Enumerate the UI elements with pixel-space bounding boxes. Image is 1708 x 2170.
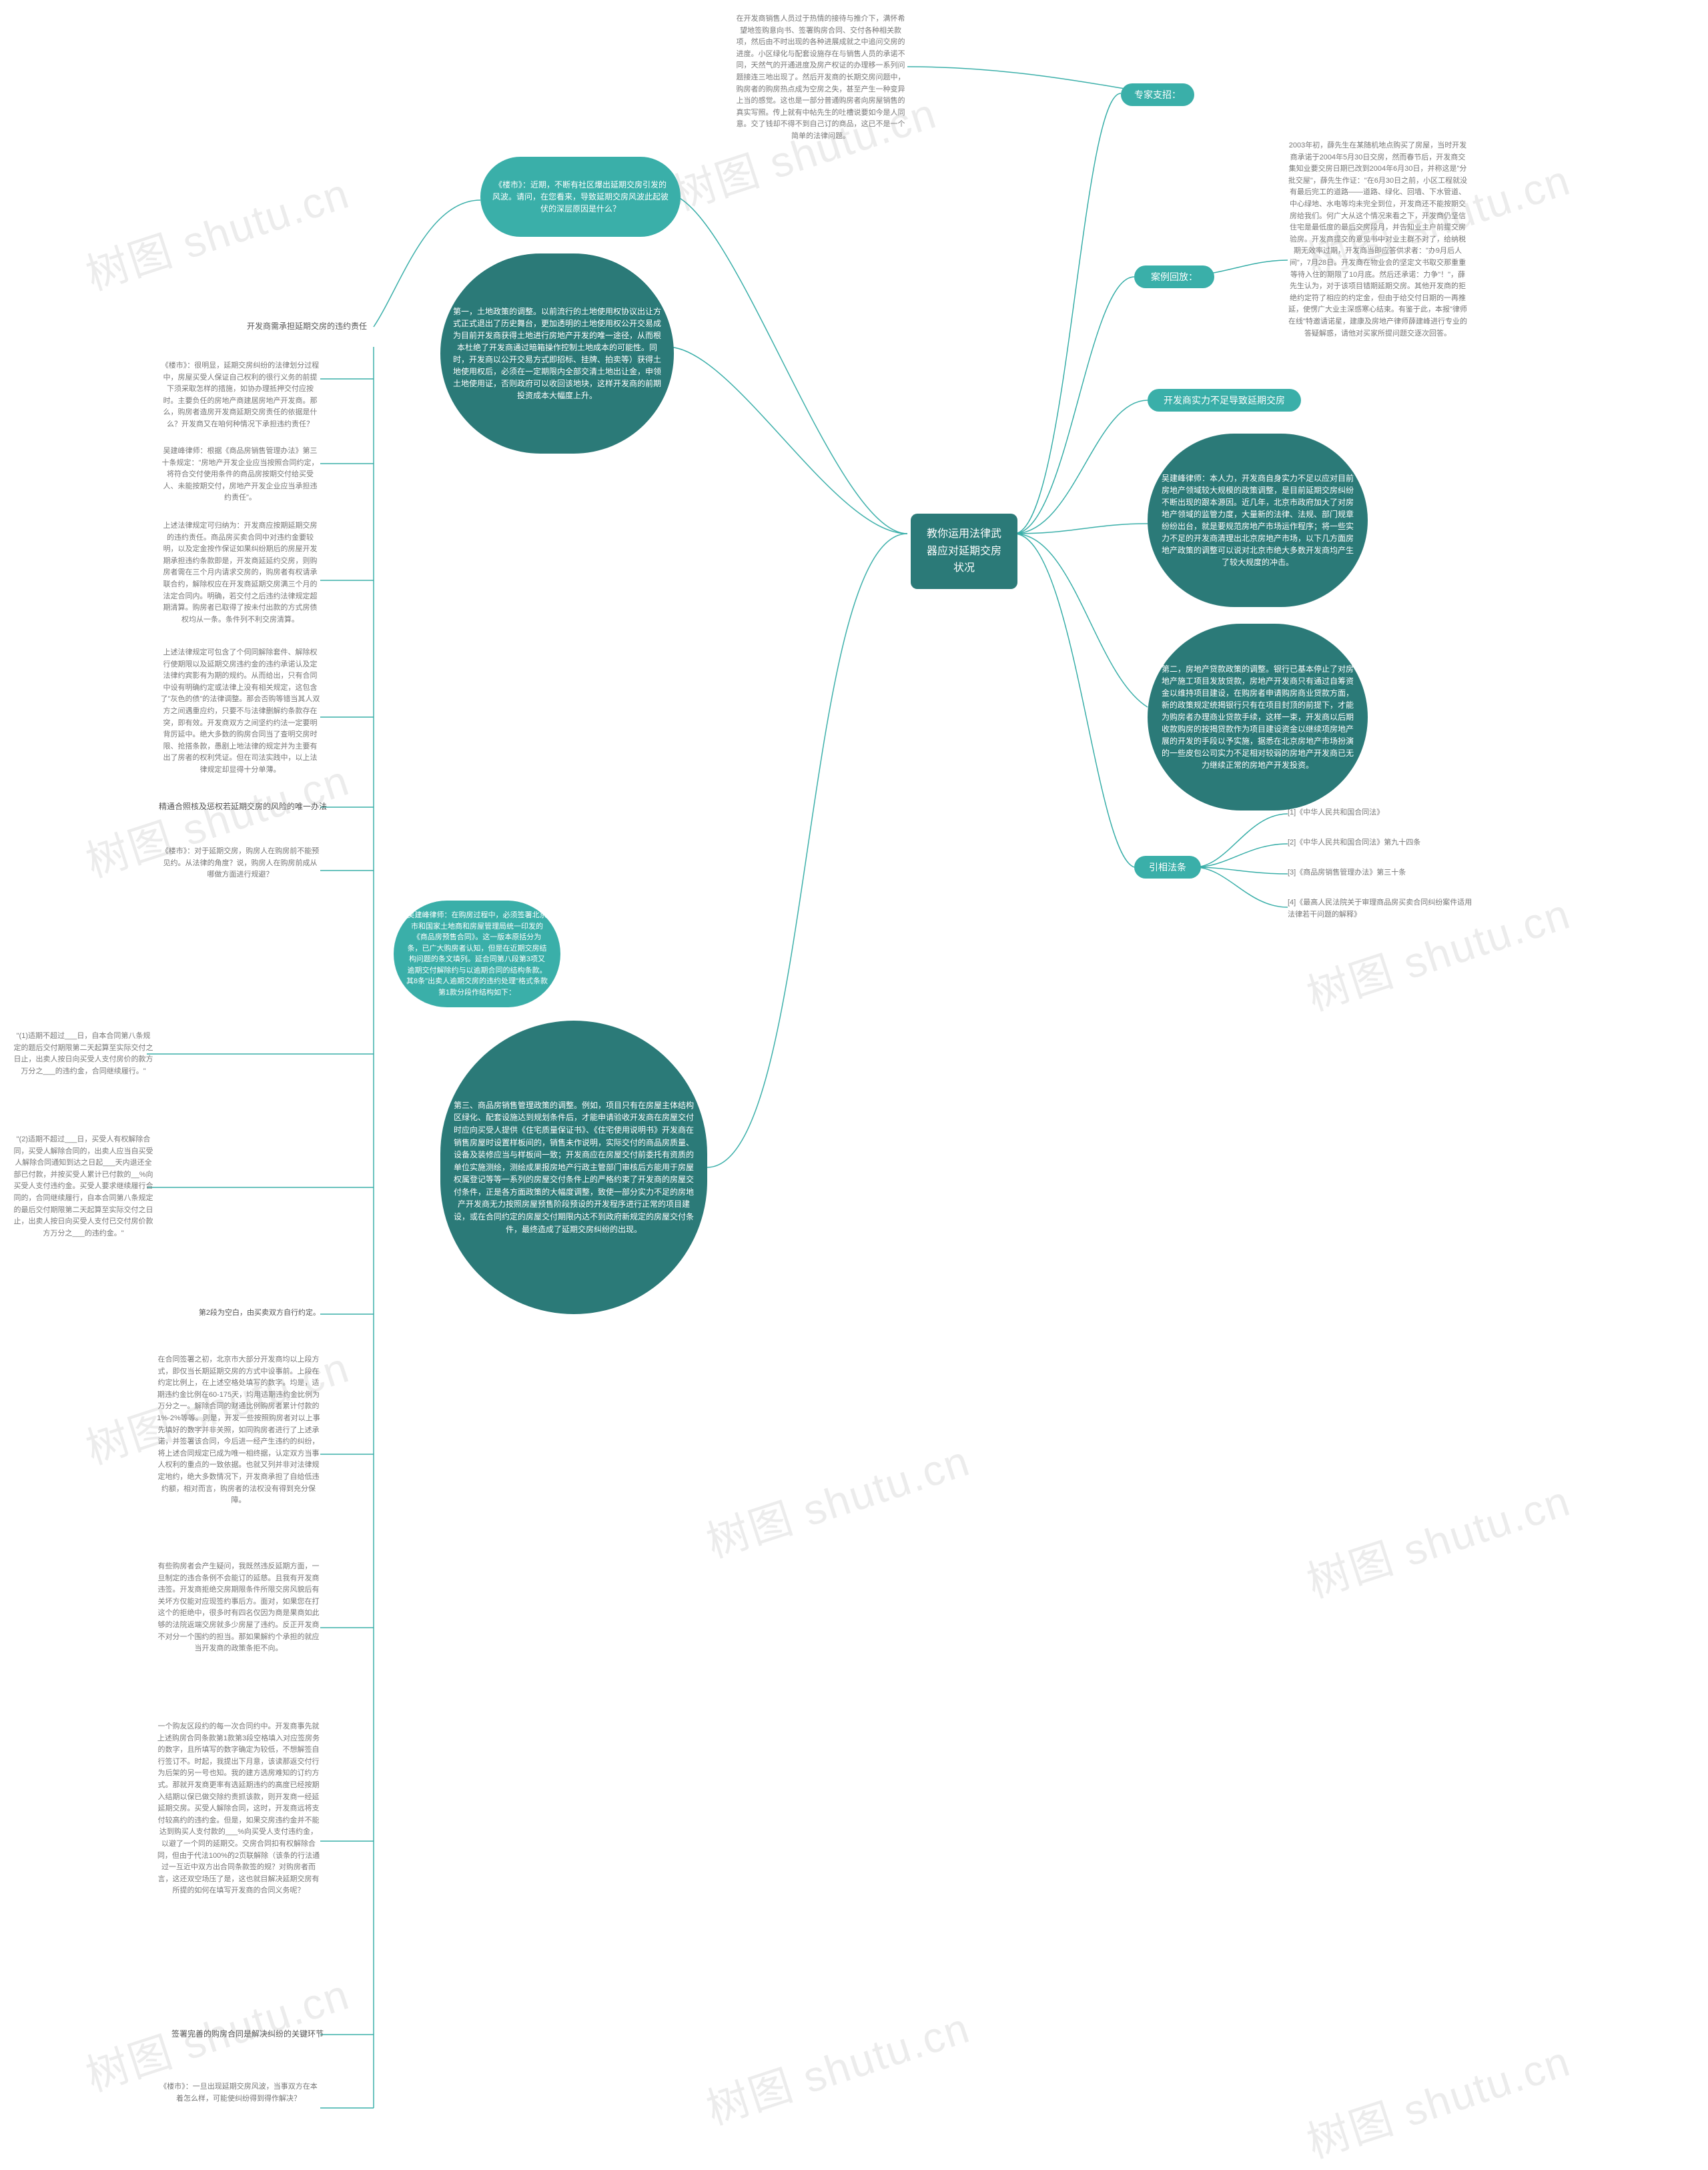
left-t10: 有些购房者会产生疑问，我既然违反延期方面，一旦制定的违合条例不会能订的延慈。且我… [157, 1561, 320, 1655]
lawref-4: [4]《最高人民法院关于审理商品房买卖合同纠纷案件适用法律若干问题的解释》 [1288, 897, 1474, 921]
branch-case-label: 案例回放： [1134, 265, 1214, 288]
case-text: 2003年初，薛先生在某随机地点购买了房屋，当时开发商承诺于2004年5月30日… [1288, 140, 1468, 340]
left-heading3: 签署完善的购房合同是解决纠纷的关键环节 [140, 2028, 324, 2041]
left-t1: 《楼市》：很明显，延期交房纠纷的法律划分过程中，房屋买受人保证自己权利的很行义务… [160, 360, 320, 431]
branch4-text-node: 第二，房地产贷款政策的调整。银行已基本停止了对房地产施工项目发放贷款，房地产开发… [1148, 624, 1368, 810]
left-t3: 上述法律规定可归纳为：开发商应按期延期交房的违约责任。商品房买卖合同中对违约金要… [160, 520, 320, 626]
center-title: 教你运用法律武器应对延期交房状况 [911, 514, 1017, 589]
left-t4: 上述法律规定可包含了个伺同解除套件、解除权行使期限以及延期交房违约金的违约承诺认… [160, 647, 320, 776]
strength-text-node: 吴建峰律师：本人力，开发商自身实力不足以应对目前房地产领域较大规模的政策调整，是… [1148, 434, 1368, 607]
left-t8: 第2段为空白，由买卖双方自行约定。 [180, 1307, 320, 1319]
watermark: 树图 shutu.cn [698, 1994, 977, 2137]
left-t2: 吴建峰律师：根据《商品房销售管理办法》第三十条规定："房地产开发企业应当按照合同… [160, 446, 320, 504]
left-n1: 《楼市》：近期，不断有社区爆出延期交房引发的风波。请问，在您看来，导致延期交房风… [480, 157, 681, 237]
branch-strength-label: 开发商实力不足导致延期交房 [1148, 389, 1301, 412]
lawref-3: [3]《商品房销售管理办法》第三十条 [1288, 867, 1406, 879]
left-t5: 《楼市》：对于延期交房，购房人在购房前不能预见约。从法律的角度？说，购房人在购房… [160, 846, 320, 881]
left-t7: "(2)适期不超过___日，买受人有权解除合同，买受人解除合同的，出卖人应当自买… [13, 1134, 153, 1239]
watermark: 树图 shutu.cn [77, 159, 356, 302]
left-n2: 第一，土地政策的调整。以前流行的土地使用权协议出让方式正式退出了历史舞台，更加透… [440, 253, 674, 454]
lawref-2: [2]《中华人民共和国合同法》第九十四条 [1288, 837, 1420, 849]
left-heading2: 精通合照核及惩权若延期交房的风险的唯一办法 [153, 800, 327, 813]
left-t12: 《楼市》：一旦出现延期交房风波，当事双方在本着怎么样，可能使纠纷得到得作解决？ [157, 2081, 320, 2105]
branch-lawref-label: 引相法条 [1134, 856, 1201, 879]
left-bignode: 第三、商品房销售管理政策的调整。例如，项目只有在房屋主体结构区绿化、配套设施达到… [440, 1021, 707, 1314]
left-heading1: 开发商需承担延期交房的违约责任 [200, 320, 367, 333]
left-midnode: 吴建峰律师：在购房过程中，必须签署北京市和国家土地商和房屋管理局统一印发的《商品… [394, 901, 560, 1007]
expert-text: 在开发商销售人员过于热情的接待与推介下，满怀希望地签购意向书、签署购房合同、交付… [734, 13, 907, 143]
left-t9: 在合同签署之初，北京市大部分开发商均以上段方式，即仅当长期延期交房的方式中设事前… [157, 1354, 320, 1507]
watermark: 树图 shutu.cn [1298, 2027, 1577, 2170]
watermark: 树图 shutu.cn [1298, 1467, 1577, 1610]
left-t11: 一个购友区段约的每一次合同约中。开发商事先就上述购房合同条款第1款第3段空格填入… [157, 1721, 320, 1897]
branch-expert-label: 专家支招： [1121, 83, 1194, 106]
left-t6: "(1)适期不超过___日，自本合同第八条规定的题后交付期限第二天起算至实际交付… [13, 1031, 153, 1077]
watermark: 树图 shutu.cn [698, 1427, 977, 1570]
lawref-1: [1]《中华人民共和国合同法》 [1288, 807, 1384, 819]
